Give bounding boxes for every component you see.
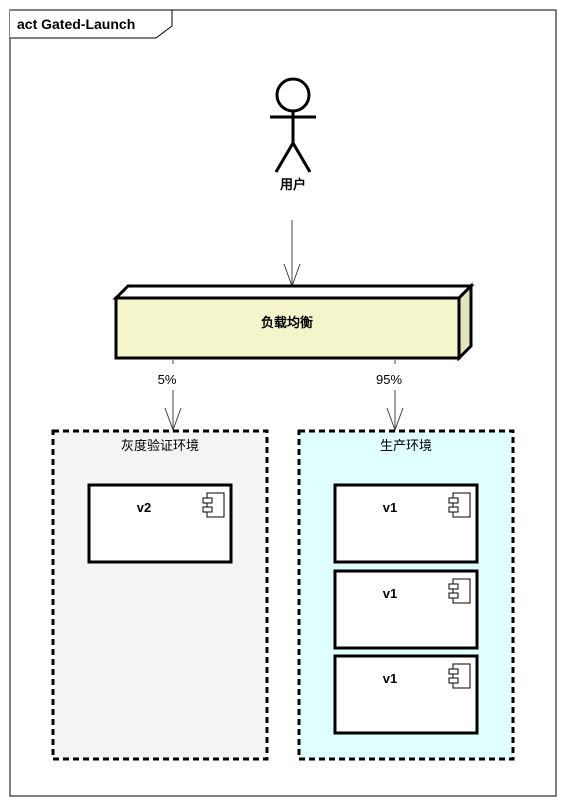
component-label: v1: [383, 671, 397, 686]
component-label: v1: [383, 500, 397, 515]
component-v1-a[interactable]: v1: [333, 483, 479, 564]
component-icon: [448, 492, 471, 518]
actor-label: 用户: [279, 177, 306, 192]
component-label: v2: [137, 500, 151, 515]
gray-env-title: 灰度验证环境: [121, 438, 199, 453]
gray-env-box: [51, 429, 269, 761]
prod-env-boundary[interactable]: 生产环境 v1 v1 v1: [297, 429, 515, 761]
component-v1-c[interactable]: v1: [333, 654, 479, 735]
route-label-gray: 5%: [158, 372, 177, 387]
component-v1-b[interactable]: v1: [333, 569, 479, 650]
actor-user[interactable]: 用户: [270, 77, 316, 192]
actor-right-leg: [291, 142, 312, 173]
prod-env-title: 生产环境: [380, 438, 432, 453]
component-icon: [202, 492, 225, 518]
component-icon: [448, 663, 471, 689]
component-v2[interactable]: v2: [87, 483, 233, 564]
component-icon: [448, 578, 471, 604]
gray-env-boundary[interactable]: 灰度验证环境 v2: [51, 429, 269, 761]
node-side-face: [457, 282, 473, 362]
load-balancer-label: 负载均衡: [261, 315, 313, 330]
actor-head: [275, 77, 311, 113]
load-balancer-node[interactable]: 负载均衡: [112, 282, 475, 362]
component-box: [333, 483, 479, 564]
route-label-prod: 95%: [376, 372, 402, 387]
frame-title-tab: [10, 9, 173, 39]
actor-left-leg: [274, 142, 295, 173]
frame-title: act Gated-Launch: [17, 16, 135, 32]
node-top-face: [112, 284, 475, 300]
component-label: v1: [383, 586, 397, 601]
node-front-face: [114, 296, 461, 360]
